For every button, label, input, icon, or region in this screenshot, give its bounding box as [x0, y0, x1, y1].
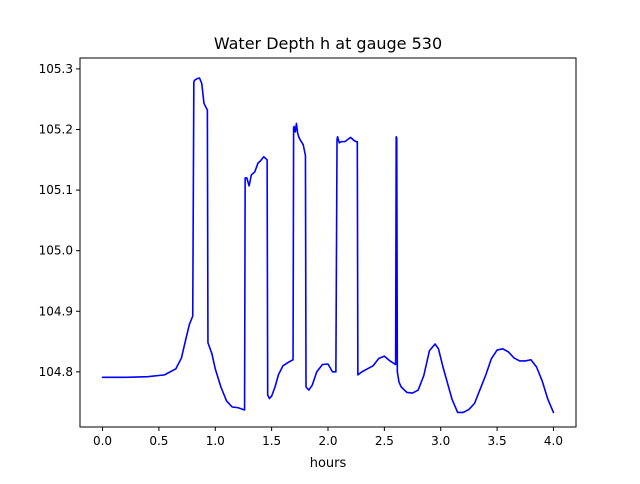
x-tick-label: 1.0	[206, 434, 225, 448]
y-tick-label: 105.1	[39, 183, 73, 197]
x-tick-label: 0.5	[149, 434, 168, 448]
chart-title: Water Depth h at gauge 530	[214, 34, 442, 53]
series-layer	[101, 77, 555, 414]
y-tick-label: 105.0	[39, 244, 73, 258]
x-axis-label: hours	[310, 456, 347, 471]
x-tick-label: 1.5	[262, 434, 281, 448]
x-tick-label: 0.0	[93, 434, 112, 448]
x-tick-label: 2.0	[318, 434, 337, 448]
x-tick-label: 4.0	[544, 434, 563, 448]
y-tick-label: 105.2	[39, 122, 73, 136]
plot-frame	[79, 57, 577, 428]
y-tick-label: 105.3	[39, 62, 73, 76]
x-axis-ticks: 0.0 0.5 1.0 1.5 2.0 2.5 3.0 3.5 4.0	[93, 427, 563, 448]
y-tick-label: 104.9	[39, 304, 73, 318]
x-tick-label: 3.0	[431, 434, 450, 448]
y-tick-label: 104.8	[39, 365, 73, 379]
x-tick-label: 3.5	[488, 434, 507, 448]
x-tick-label: 2.5	[375, 434, 394, 448]
y-axis-ticks: 104.8 104.9 105.0 105.1 105.2 105.3	[39, 62, 80, 379]
series-line	[101, 77, 555, 414]
